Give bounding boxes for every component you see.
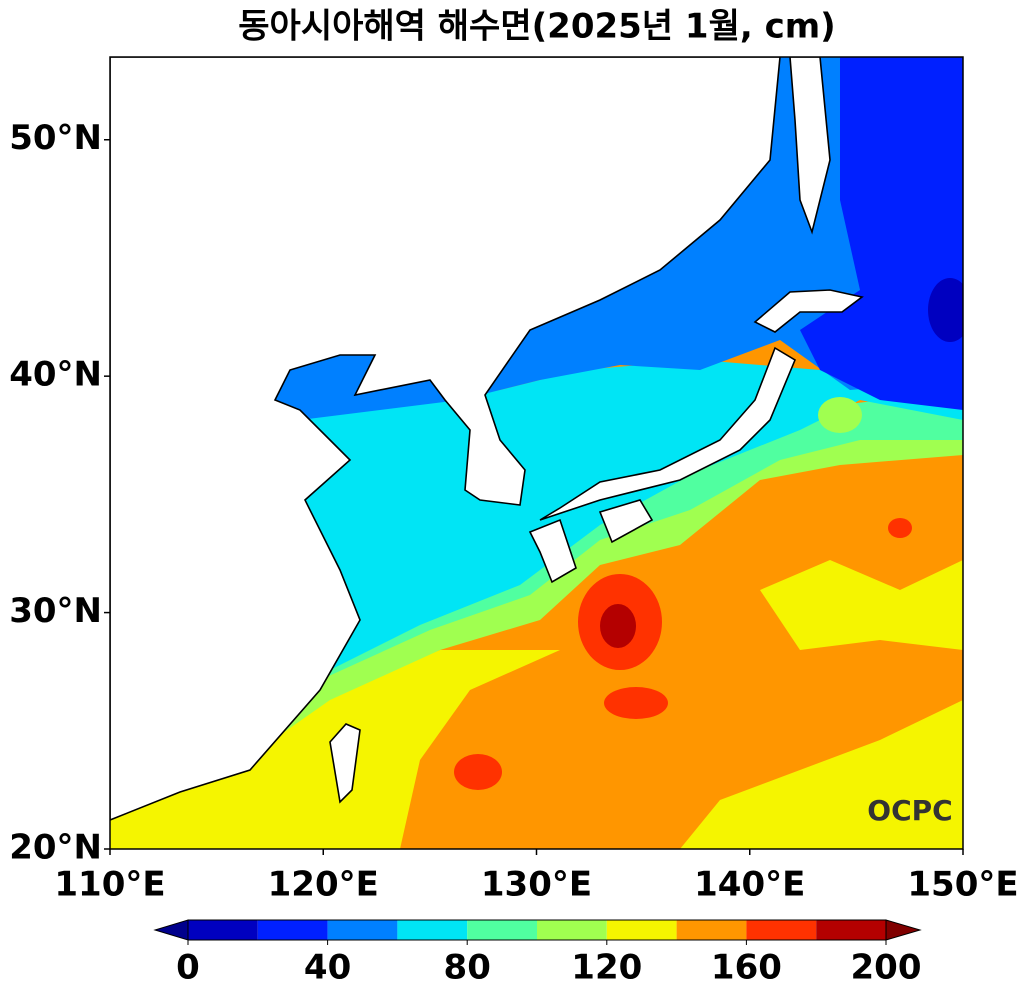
- field-region: [454, 754, 502, 790]
- land: [753, 289, 864, 333]
- land: [789, 57, 831, 235]
- field-region: [680, 700, 963, 849]
- colorbar-tick-label: 80: [444, 948, 491, 988]
- colorbar-bin: [188, 920, 258, 940]
- field-region: [818, 397, 862, 433]
- colorbar-bin: [467, 920, 537, 940]
- field-region: [928, 278, 963, 342]
- land: [528, 518, 577, 584]
- y-tick-label: 50°N: [9, 118, 102, 158]
- x-tick-label: 140°E: [694, 865, 805, 905]
- y-tick-label: 20°N: [9, 828, 102, 868]
- x-tick-label: 110°E: [54, 865, 165, 905]
- x-tick-label: 120°E: [268, 865, 379, 905]
- colorbar-bin: [746, 920, 817, 940]
- colorbar-bin: [676, 920, 747, 940]
- field-region: [600, 604, 636, 648]
- watermark: OCPC: [867, 794, 952, 827]
- colorbar-tick-label: 120: [571, 948, 642, 988]
- colorbar-bin: [257, 920, 328, 940]
- colorbar-bin: [537, 920, 607, 940]
- field-region: [888, 518, 912, 538]
- colorbar-frame: [187, 919, 887, 941]
- field-region: [110, 395, 963, 810]
- colorbar-over: [885, 919, 922, 941]
- land: [110, 57, 781, 821]
- colorbar-bin: [816, 920, 886, 940]
- colorbar-tick-label: 160: [711, 948, 782, 988]
- x-tick-label: 150°E: [907, 865, 1018, 905]
- colorbar-tick-label: 0: [176, 948, 200, 988]
- land: [539, 346, 797, 521]
- field-region: [760, 560, 963, 650]
- colorbar-under: [153, 919, 189, 941]
- x-tick-label: 130°E: [481, 865, 592, 905]
- colorbar-bin: [397, 920, 468, 940]
- colorbar-bin: [606, 920, 677, 940]
- land: [329, 723, 361, 804]
- chart-title: 동아시아해역 해수면(2025년 1월, cm): [238, 7, 835, 47]
- y-tick-label: 40°N: [9, 355, 102, 395]
- field-region: [800, 57, 963, 410]
- colorbar-tick-label: 200: [851, 948, 922, 988]
- y-tick-label: 30°N: [9, 591, 102, 631]
- land: [598, 499, 654, 544]
- colorbar-tick-label: 40: [304, 948, 351, 988]
- colorbar-bin: [327, 920, 398, 940]
- field-region: [604, 687, 668, 719]
